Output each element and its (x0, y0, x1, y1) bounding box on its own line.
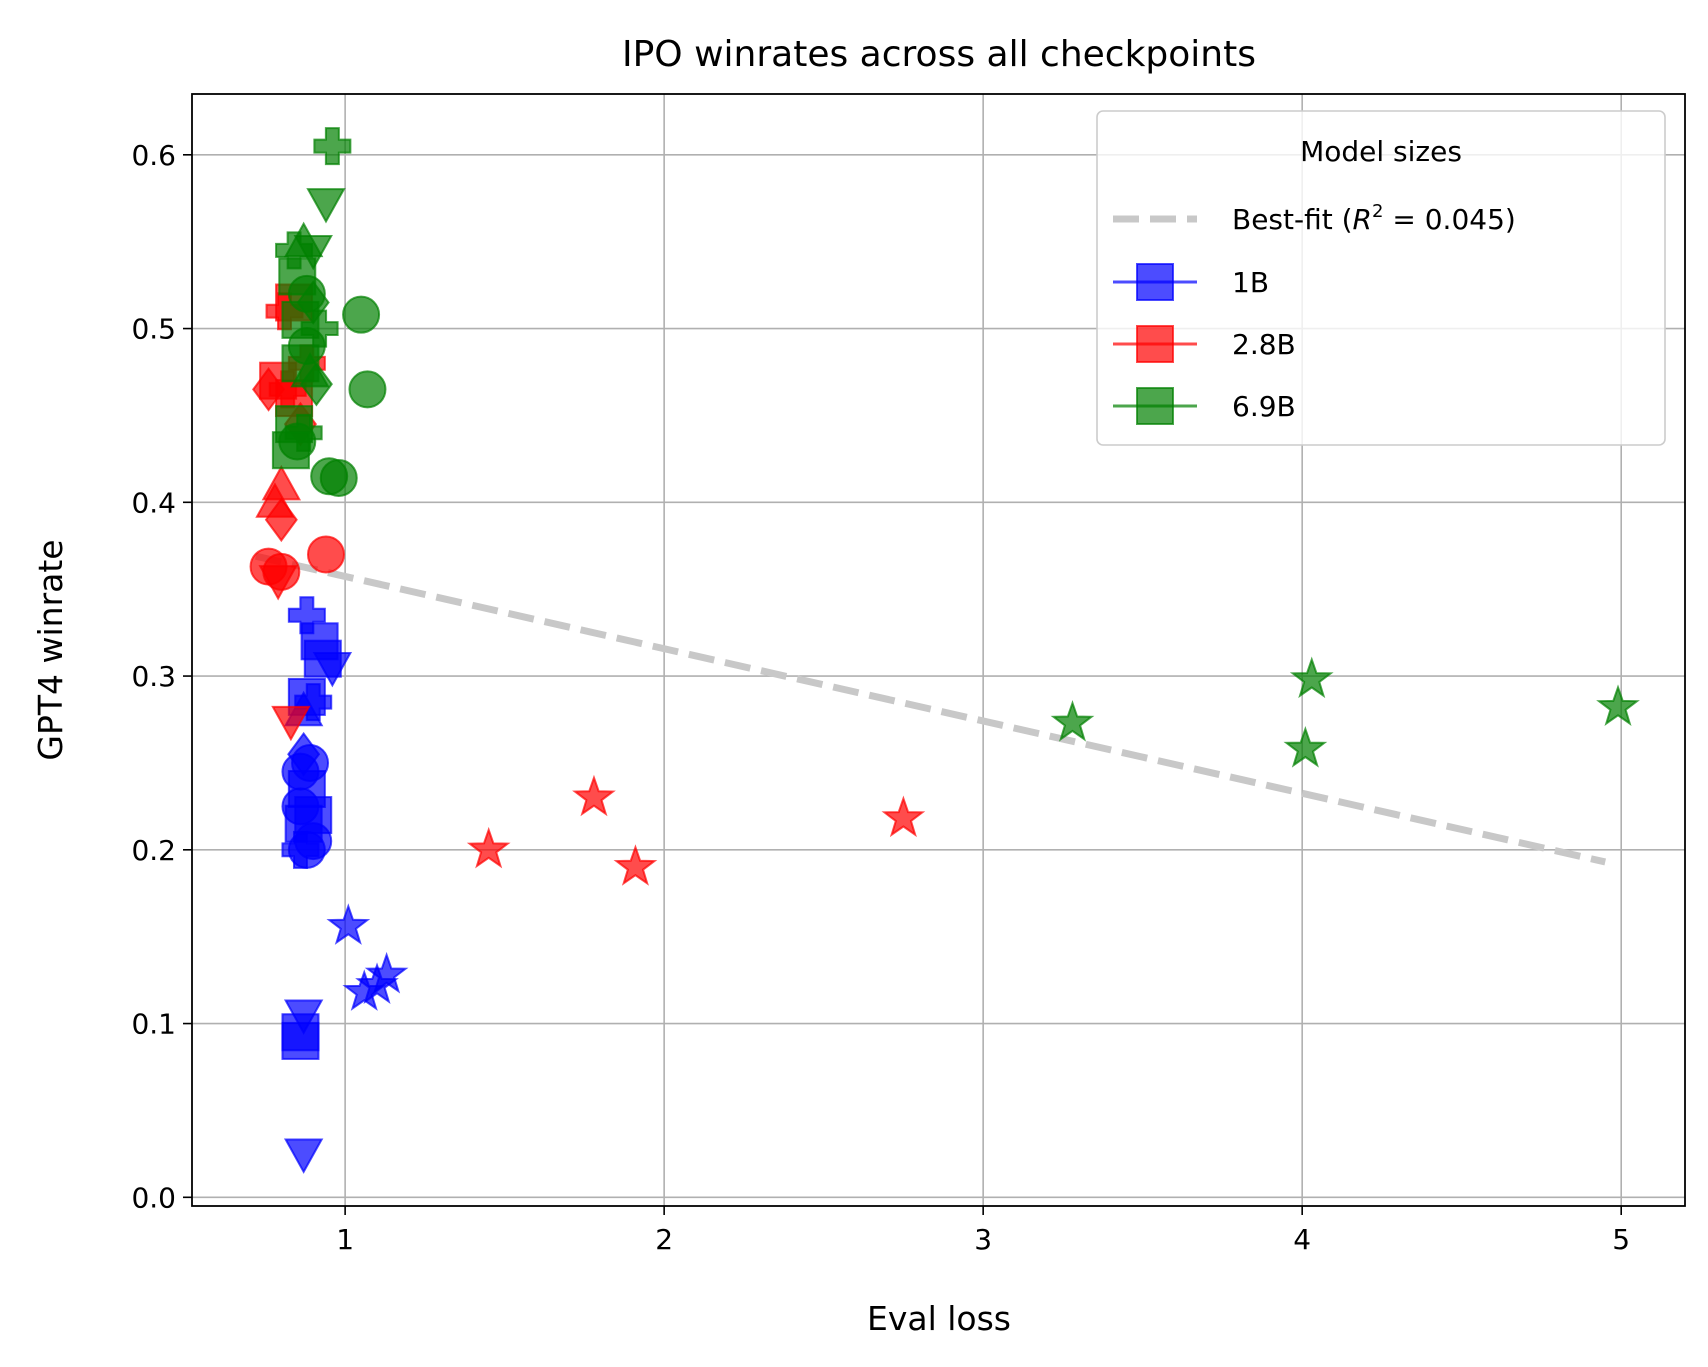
data-point-star-marker (881, 795, 926, 838)
legend-best-fit-prefix: Best-fit ( (1232, 203, 1353, 236)
data-point-star-marker (1050, 699, 1095, 742)
data-point-circle-marker (319, 458, 358, 497)
data-point-diamond-marker (299, 361, 333, 407)
y-tick-label: 0.3 (131, 660, 176, 693)
y-tick-label: 0.2 (131, 834, 176, 867)
legend-2-8b-label: 2.8B (1232, 328, 1296, 361)
x-tick-label: 5 (1612, 1223, 1630, 1256)
y-tick-label: 0.1 (131, 1008, 176, 1041)
data-point-triangle-down-marker (306, 188, 346, 224)
legend-6-9b-label: 6.9B (1232, 390, 1296, 423)
data-point-star-marker (1596, 684, 1640, 726)
data-points (249, 127, 1640, 1174)
legend-best-fit-suffix: = 0.045) (1383, 203, 1515, 236)
data-point-triangle-up-marker (255, 482, 295, 518)
data-point-star-marker (613, 844, 658, 886)
legend-best-fit-math: R (1353, 203, 1372, 236)
data-point-star-marker (1289, 656, 1334, 699)
data-point-plus-marker (287, 596, 326, 635)
y-tick-label: 0.5 (131, 313, 176, 346)
chart-title: IPO winrates across all checkpoints (622, 34, 1256, 75)
legend-box (1096, 110, 1666, 446)
data-point-star-marker (1283, 726, 1328, 768)
data-point-circle-marker (348, 370, 387, 409)
data-point-triangle-down-marker (258, 565, 298, 601)
data-point-plus-marker (313, 127, 352, 166)
x-tick-label: 4 (1293, 1223, 1311, 1256)
data-point-diamond-marker (287, 731, 321, 777)
data-point-triangle-down-marker (283, 1138, 324, 1174)
legend-best-fit-label: Best-fit (R2 = 0.045) (1232, 201, 1516, 236)
y-axis-label: GPT4 winrate (31, 539, 70, 760)
y-tick-label: 0.0 (131, 1181, 176, 1214)
x-axis-ticks: 1 2 3 4 5 (336, 1206, 1630, 1256)
x-axis-label: Eval loss (867, 1299, 1011, 1338)
x-tick-label: 3 (974, 1223, 992, 1256)
data-point-star-marker (572, 774, 616, 817)
data-point-star-marker (364, 951, 409, 994)
x-tick-label: 1 (336, 1223, 354, 1256)
data-point-triangle-down-marker (271, 705, 311, 742)
legend-6-9b-swatch-marker (1136, 387, 1174, 425)
legend-2-8b-swatch-marker (1136, 325, 1174, 363)
legend-1b-label: 1B (1232, 266, 1269, 299)
best-fit-segment (255, 552, 1607, 866)
x-tick-label: 2 (655, 1223, 673, 1256)
best-fit-line (255, 552, 1607, 866)
data-point-circle-marker (342, 295, 381, 334)
data-point-square-marker (271, 431, 310, 470)
data-point-plus-marker (300, 309, 339, 348)
legend: Model sizes Best-fit (R2 = 0.045) 1B 2.8… (1096, 110, 1666, 446)
legend-1b-swatch-marker (1136, 263, 1174, 301)
legend-title: Model sizes (1300, 135, 1462, 168)
data-point-triangle-down-marker (283, 999, 324, 1035)
plot-frame (191, 93, 1686, 1207)
y-tick-label: 0.4 (131, 486, 176, 519)
data-point-triangle-up-marker (261, 464, 302, 501)
data-point-star-marker (466, 826, 511, 869)
data-point-triangle-down-marker (293, 234, 333, 271)
y-axis-ticks: 0.0 0.1 0.2 0.3 0.4 0.5 0.6 (131, 139, 192, 1214)
legend-best-fit-superscript: 2 (1372, 201, 1383, 222)
y-tick-label: 0.6 (131, 139, 176, 172)
data-point-star-marker (326, 903, 371, 945)
data-point-square-marker (300, 622, 339, 661)
data-point-circle-marker (306, 535, 345, 574)
